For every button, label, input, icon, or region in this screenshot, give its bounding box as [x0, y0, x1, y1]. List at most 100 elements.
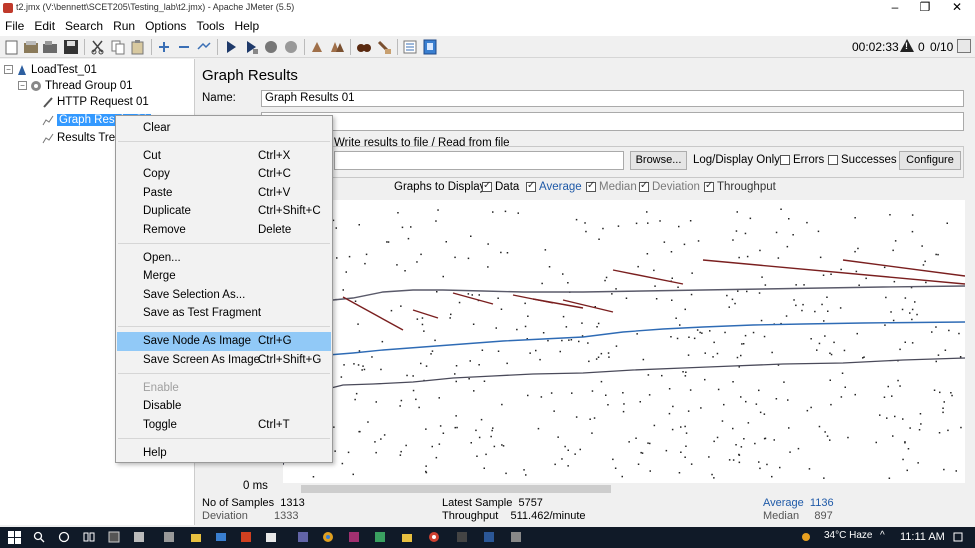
- errors-checkbox[interactable]: Errors: [780, 154, 824, 166]
- menu-item-clear[interactable]: Clear: [143, 122, 171, 134]
- maximize-button[interactable]: ❐: [919, 0, 931, 14]
- menu-item-paste[interactable]: Paste Ctrl+V: [143, 187, 291, 199]
- menu-item-help[interactable]: Help: [143, 447, 167, 459]
- search-icon[interactable]: [33, 531, 45, 543]
- shutdown-icon[interactable]: [283, 39, 299, 55]
- menu-item-toggle[interactable]: Toggle Ctrl+T: [143, 419, 290, 431]
- data-point: [565, 326, 568, 328]
- configure-button[interactable]: Configure: [899, 151, 961, 170]
- median-checkbox[interactable]: Median: [586, 180, 637, 193]
- teams-icon[interactable]: [297, 531, 309, 543]
- menu-item-merge[interactable]: Merge: [143, 270, 176, 282]
- settings-app-icon[interactable]: [133, 531, 145, 543]
- stop-icon[interactable]: [263, 39, 279, 55]
- photos-app-icon[interactable]: [163, 531, 175, 543]
- mail-icon[interactable]: [215, 531, 227, 543]
- search-icon[interactable]: [356, 39, 372, 55]
- templates-icon[interactable]: [23, 39, 39, 55]
- app-icon[interactable]: [240, 531, 252, 543]
- function-helper-icon[interactable]: [402, 39, 418, 55]
- save-icon[interactable]: [63, 39, 79, 55]
- scrollbar-thumb[interactable]: [301, 485, 611, 493]
- cortana-icon[interactable]: [58, 531, 70, 543]
- open-icon[interactable]: [42, 39, 58, 55]
- collapse-all-icon[interactable]: [176, 39, 192, 55]
- calculator-icon[interactable]: [108, 531, 120, 543]
- average-checkbox[interactable]: Average: [526, 180, 582, 193]
- word-icon[interactable]: [483, 531, 495, 543]
- tray-chevron-icon[interactable]: ^: [880, 530, 885, 541]
- menu-item-enable[interactable]: Enable: [143, 382, 179, 394]
- menu-search[interactable]: Search: [65, 19, 104, 33]
- notifications-icon[interactable]: [952, 531, 964, 543]
- app-icon[interactable]: [456, 531, 468, 543]
- store-icon[interactable]: [265, 531, 277, 543]
- throughput-checkbox[interactable]: Throughput: [704, 180, 776, 193]
- start-icon[interactable]: [223, 39, 239, 55]
- deviation-checkbox-box[interactable]: [639, 180, 649, 192]
- menu-edit[interactable]: Edit: [34, 19, 56, 33]
- tree-node-http-request[interactable]: HTTP Request 01: [42, 94, 149, 110]
- app-icon[interactable]: [374, 531, 386, 543]
- throughput-checkbox-box[interactable]: [704, 180, 714, 192]
- menu-item-cut[interactable]: Cut Ctrl+X: [143, 150, 291, 162]
- data-checkbox-box[interactable]: [482, 180, 492, 192]
- tree-node-thread-group[interactable]: − Thread Group 01: [18, 78, 133, 94]
- menu-item-duplicate[interactable]: Duplicate Ctrl+Shift+C: [143, 205, 321, 217]
- file-explorer-icon[interactable]: [190, 531, 202, 543]
- toggle-icon[interactable]: [196, 39, 212, 55]
- menu-item-save-selection-as[interactable]: Save Selection As...: [143, 289, 246, 301]
- warning-icon[interactable]: [900, 39, 914, 52]
- browse-button[interactable]: Browse...: [630, 151, 687, 170]
- comments-input[interactable]: [261, 112, 964, 131]
- successes-checkbox-box[interactable]: [828, 154, 838, 165]
- median-checkbox-box[interactable]: [586, 180, 596, 192]
- menu-tools[interactable]: Tools: [196, 19, 225, 33]
- clear-all-icon[interactable]: [329, 39, 345, 55]
- menu-run[interactable]: Run: [113, 19, 136, 33]
- close-button[interactable]: ✕: [951, 0, 963, 14]
- tree-node-loadtest[interactable]: − LoadTest_01: [4, 62, 97, 78]
- paste-icon[interactable]: [130, 39, 146, 55]
- cut-icon[interactable]: [90, 39, 106, 55]
- clear-icon[interactable]: [309, 39, 325, 55]
- average-checkbox-box[interactable]: [526, 180, 536, 192]
- menu-file[interactable]: File: [5, 19, 25, 33]
- data-checkbox[interactable]: Data: [482, 180, 519, 193]
- filename-input[interactable]: [334, 151, 624, 170]
- windows-start-icon[interactable]: [8, 531, 22, 544]
- task-view-icon[interactable]: [83, 531, 95, 543]
- collapse-icon[interactable]: −: [18, 81, 27, 91]
- name-input[interactable]: Graph Results 01: [261, 90, 964, 107]
- clock[interactable]: 11:11 AM: [900, 531, 945, 543]
- data-point: [400, 450, 402, 453]
- minimize-button[interactable]: –: [891, 0, 899, 14]
- app-icon[interactable]: [348, 531, 360, 543]
- menu-item-save-node-as-image[interactable]: Save Node As Image Ctrl+G: [117, 332, 331, 351]
- expand-all-icon[interactable]: [156, 39, 172, 55]
- graph-horizontal-scrollbar[interactable]: [283, 483, 965, 495]
- reset-search-icon[interactable]: [376, 39, 392, 55]
- app-icon[interactable]: [510, 531, 522, 543]
- new-icon[interactable]: [4, 39, 20, 55]
- copy-icon[interactable]: [110, 39, 126, 55]
- data-point: [562, 315, 565, 318]
- deviation-checkbox[interactable]: Deviation: [639, 180, 700, 193]
- menu-item-save-screen-as-image[interactable]: Save Screen As Image Ctrl+Shift+G: [143, 354, 322, 366]
- successes-checkbox[interactable]: Successes: [828, 154, 897, 166]
- collapse-icon[interactable]: −: [4, 65, 13, 75]
- tree-node-results-tree[interactable]: Results Tree: [42, 130, 122, 146]
- menu-item-remove[interactable]: Remove Delete: [143, 224, 292, 236]
- help-book-icon[interactable]: [422, 39, 438, 55]
- menu-item-open[interactable]: Open...: [143, 252, 181, 264]
- errors-checkbox-box[interactable]: [780, 154, 790, 165]
- folder-icon[interactable]: [401, 531, 413, 543]
- menu-options[interactable]: Options: [145, 19, 187, 33]
- menu-help[interactable]: Help: [234, 19, 260, 33]
- chrome-icon[interactable]: [428, 531, 440, 543]
- start-no-pauses-icon[interactable]: [243, 39, 259, 55]
- menu-item-disable[interactable]: Disable: [143, 400, 182, 412]
- chrome-icon[interactable]: [322, 531, 334, 543]
- menu-item-save-as-test-fragment[interactable]: Save as Test Fragment: [143, 307, 262, 319]
- menu-item-copy[interactable]: Copy Ctrl+C: [143, 168, 291, 180]
